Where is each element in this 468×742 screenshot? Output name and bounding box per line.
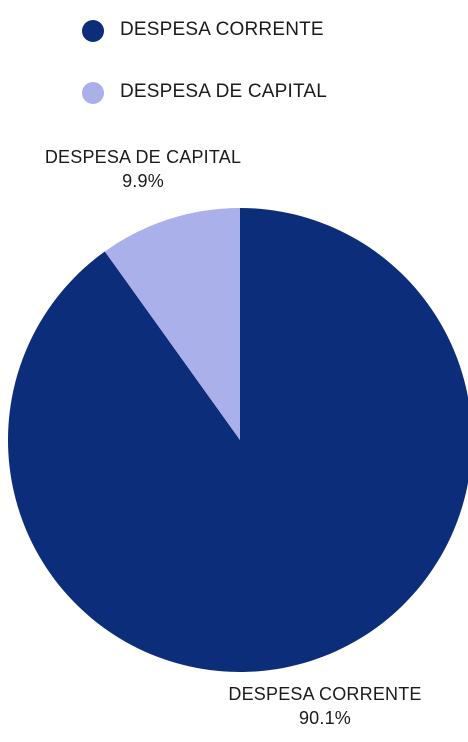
legend-label-despesa-corrente: DESPESA CORRENTE bbox=[120, 19, 324, 40]
legend-item-despesa-corrente: DESPESA CORRENTE bbox=[82, 14, 442, 46]
chart-legend: DESPESA CORRENTE DESPESA DE CAPITAL bbox=[82, 14, 442, 138]
legend-swatch-despesa-de-capital bbox=[82, 82, 104, 104]
slice-label-despesa-corrente: DESPESA CORRENTE bbox=[228, 684, 422, 704]
slice-value-despesa-de-capital: 9.9% bbox=[122, 171, 164, 191]
callout-despesa-corrente: DESPESA CORRENTE 90.1% bbox=[190, 682, 460, 730]
callout-despesa-de-capital: DESPESA DE CAPITAL 9.9% bbox=[8, 145, 278, 193]
pie-slices bbox=[8, 208, 468, 672]
pie-slice-despesa-corrente bbox=[8, 208, 468, 672]
legend-item-despesa-de-capital: DESPESA DE CAPITAL bbox=[82, 76, 442, 108]
slice-label-despesa-de-capital: DESPESA DE CAPITAL bbox=[44, 147, 242, 167]
slice-value-despesa-corrente: 90.1% bbox=[298, 708, 352, 728]
pie-slice-despesa-de-capital bbox=[104, 208, 240, 440]
legend-swatch-despesa-corrente bbox=[82, 20, 104, 42]
legend-label-despesa-de-capital: DESPESA DE CAPITAL bbox=[120, 81, 328, 102]
